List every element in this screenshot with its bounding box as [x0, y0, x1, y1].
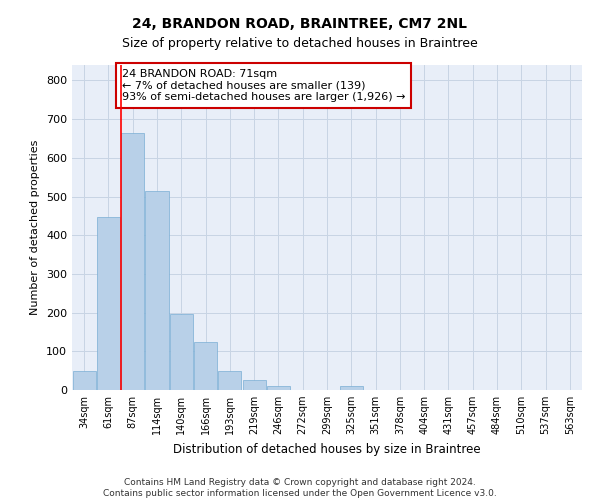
- Bar: [170, 314, 193, 390]
- Bar: [145, 190, 169, 390]
- Bar: [340, 386, 363, 390]
- Text: 24, BRANDON ROAD, BRAINTREE, CM7 2NL: 24, BRANDON ROAD, BRAINTREE, CM7 2NL: [133, 18, 467, 32]
- Bar: [97, 216, 120, 390]
- Bar: [242, 380, 266, 390]
- X-axis label: Distribution of detached houses by size in Braintree: Distribution of detached houses by size …: [173, 442, 481, 456]
- Bar: [267, 386, 290, 390]
- Y-axis label: Number of detached properties: Number of detached properties: [31, 140, 40, 315]
- Bar: [218, 370, 241, 390]
- Text: Size of property relative to detached houses in Braintree: Size of property relative to detached ho…: [122, 38, 478, 51]
- Text: Contains HM Land Registry data © Crown copyright and database right 2024.
Contai: Contains HM Land Registry data © Crown c…: [103, 478, 497, 498]
- Bar: [194, 342, 217, 390]
- Bar: [73, 370, 95, 390]
- Text: 24 BRANDON ROAD: 71sqm
← 7% of detached houses are smaller (139)
93% of semi-det: 24 BRANDON ROAD: 71sqm ← 7% of detached …: [122, 69, 405, 102]
- Bar: [121, 132, 144, 390]
